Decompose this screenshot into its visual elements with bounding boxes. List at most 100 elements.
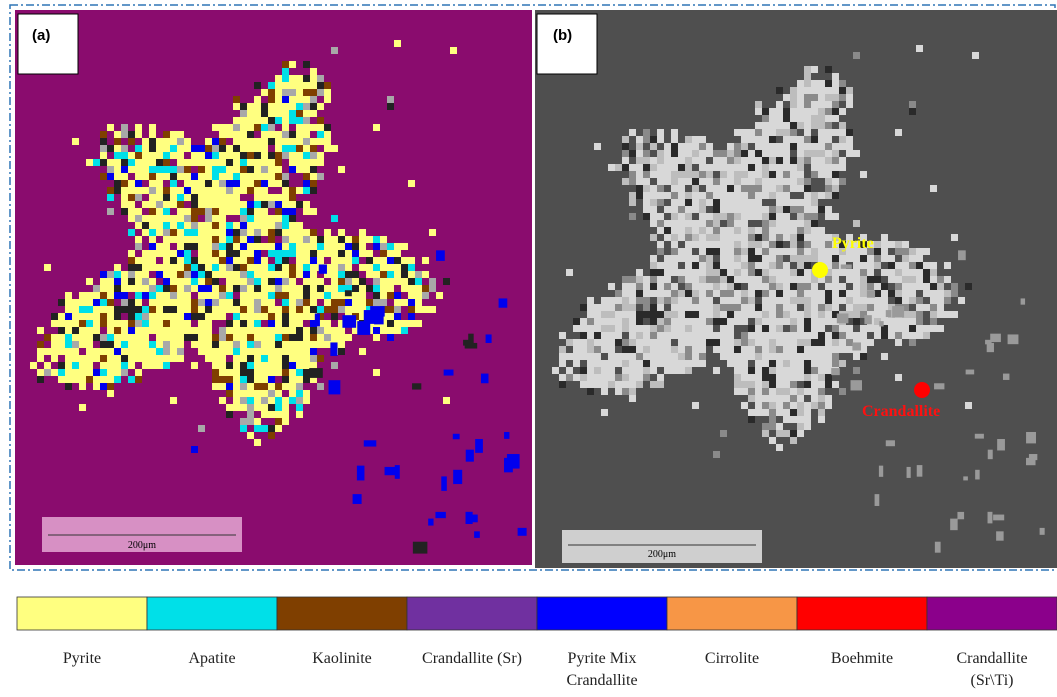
image-pixel: [825, 185, 832, 192]
image-pixel: [832, 339, 839, 346]
map-pixel: [282, 418, 289, 425]
image-pixel: [762, 360, 769, 367]
map-pixel: [205, 243, 212, 250]
image-pixel: [818, 171, 825, 178]
image-pixel: [615, 388, 622, 395]
map-pixel: [310, 236, 317, 243]
image-pixel: [825, 381, 832, 388]
map-pixel: [156, 334, 163, 341]
map-pixel: [128, 334, 135, 341]
image-pixel: [643, 297, 650, 304]
map-pixel: [401, 299, 408, 306]
map-pixel: [219, 376, 226, 383]
map-pixel: [303, 271, 310, 278]
image-pixel: [720, 346, 727, 353]
map-pixel: [107, 306, 114, 313]
map-pixel: [352, 250, 359, 257]
image-pixel: [755, 346, 762, 353]
image-pixel: [678, 318, 685, 325]
map-pixel: [331, 327, 338, 334]
image-pixel: [963, 476, 968, 480]
image-pixel: [741, 402, 748, 409]
image-pixel: [811, 367, 818, 374]
image-pixel: [818, 80, 825, 87]
image-pixel: [776, 276, 783, 283]
map-pixel: [317, 383, 324, 390]
image-pixel: [699, 213, 706, 220]
image-pixel: [762, 318, 769, 325]
map-pixel: [310, 138, 317, 145]
image-pixel: [769, 171, 776, 178]
image-pixel: [916, 248, 923, 255]
map-pixel: [163, 348, 170, 355]
image-pixel: [685, 304, 692, 311]
map-pixel: [289, 390, 296, 397]
map-pixel: [247, 292, 254, 299]
map-pixel: [114, 278, 121, 285]
map-pixel: [303, 159, 310, 166]
map-pixel: [282, 320, 289, 327]
image-pixel: [852, 342, 861, 350]
image-pixel: [811, 136, 818, 143]
map-pixel: [191, 278, 198, 285]
image-pixel: [811, 143, 818, 150]
image-pixel: [804, 227, 811, 234]
image-pixel: [804, 381, 811, 388]
image-pixel: [629, 346, 636, 353]
image-pixel: [790, 437, 797, 444]
image-pixel: [790, 360, 797, 367]
map-pixel: [114, 138, 121, 145]
image-pixel: [643, 213, 650, 220]
map-pixel: [268, 348, 275, 355]
map-pixel: [282, 327, 289, 334]
map-pixel: [177, 278, 184, 285]
image-pixel: [860, 290, 867, 297]
image-pixel: [622, 157, 629, 164]
image-pixel: [853, 318, 860, 325]
map-pixel: [282, 271, 289, 278]
image-pixel: [951, 234, 958, 241]
map-pixel: [184, 243, 191, 250]
image-pixel: [776, 241, 783, 248]
map-pixel: [226, 271, 233, 278]
image-pixel: [741, 381, 748, 388]
image-pixel: [846, 332, 853, 339]
map-pixel: [135, 292, 142, 299]
image-pixel: [811, 311, 818, 318]
image-pixel: [608, 164, 615, 171]
map-pixel: [247, 229, 254, 236]
map-pixel: [254, 278, 261, 285]
map-pixel: [289, 229, 296, 236]
map-pixel: [135, 376, 142, 383]
image-pixel: [748, 395, 755, 402]
image-pixel: [741, 276, 748, 283]
map-pixel: [275, 327, 282, 334]
image-pixel: [692, 150, 699, 157]
map-pixel: [282, 173, 289, 180]
map-pixel: [359, 348, 366, 355]
map-pixel: [310, 299, 317, 306]
map-pixel: [170, 187, 177, 194]
image-pixel: [615, 360, 622, 367]
map-pixel: [413, 542, 428, 554]
image-pixel: [783, 143, 790, 150]
map-pixel: [233, 348, 240, 355]
map-pixel: [324, 306, 331, 313]
image-pixel: [671, 283, 678, 290]
map-pixel: [254, 264, 261, 271]
image-pixel: [783, 108, 790, 115]
image-pixel: [832, 164, 839, 171]
map-pixel: [296, 306, 303, 313]
map-pixel: [289, 327, 296, 334]
map-pixel: [282, 145, 289, 152]
image-pixel: [860, 325, 867, 332]
image-pixel: [643, 374, 650, 381]
map-pixel: [184, 278, 191, 285]
map-pixel: [268, 278, 275, 285]
image-pixel: [783, 395, 790, 402]
map-pixel: [219, 208, 226, 215]
legend-label: Crandallite (Sr): [422, 648, 522, 670]
map-pixel: [282, 285, 289, 292]
map-pixel: [198, 257, 205, 264]
map-pixel: [240, 152, 247, 159]
